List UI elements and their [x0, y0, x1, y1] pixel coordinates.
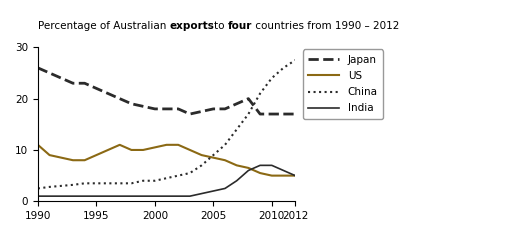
Text: countries from 1990 – 2012: countries from 1990 – 2012 — [252, 21, 400, 31]
Legend: Japan, US, China, India: Japan, US, China, India — [303, 50, 383, 119]
Text: to: to — [215, 21, 228, 31]
Text: exports: exports — [169, 21, 215, 31]
Text: four: four — [228, 21, 252, 31]
Text: Percentage of Australian: Percentage of Australian — [38, 21, 169, 31]
